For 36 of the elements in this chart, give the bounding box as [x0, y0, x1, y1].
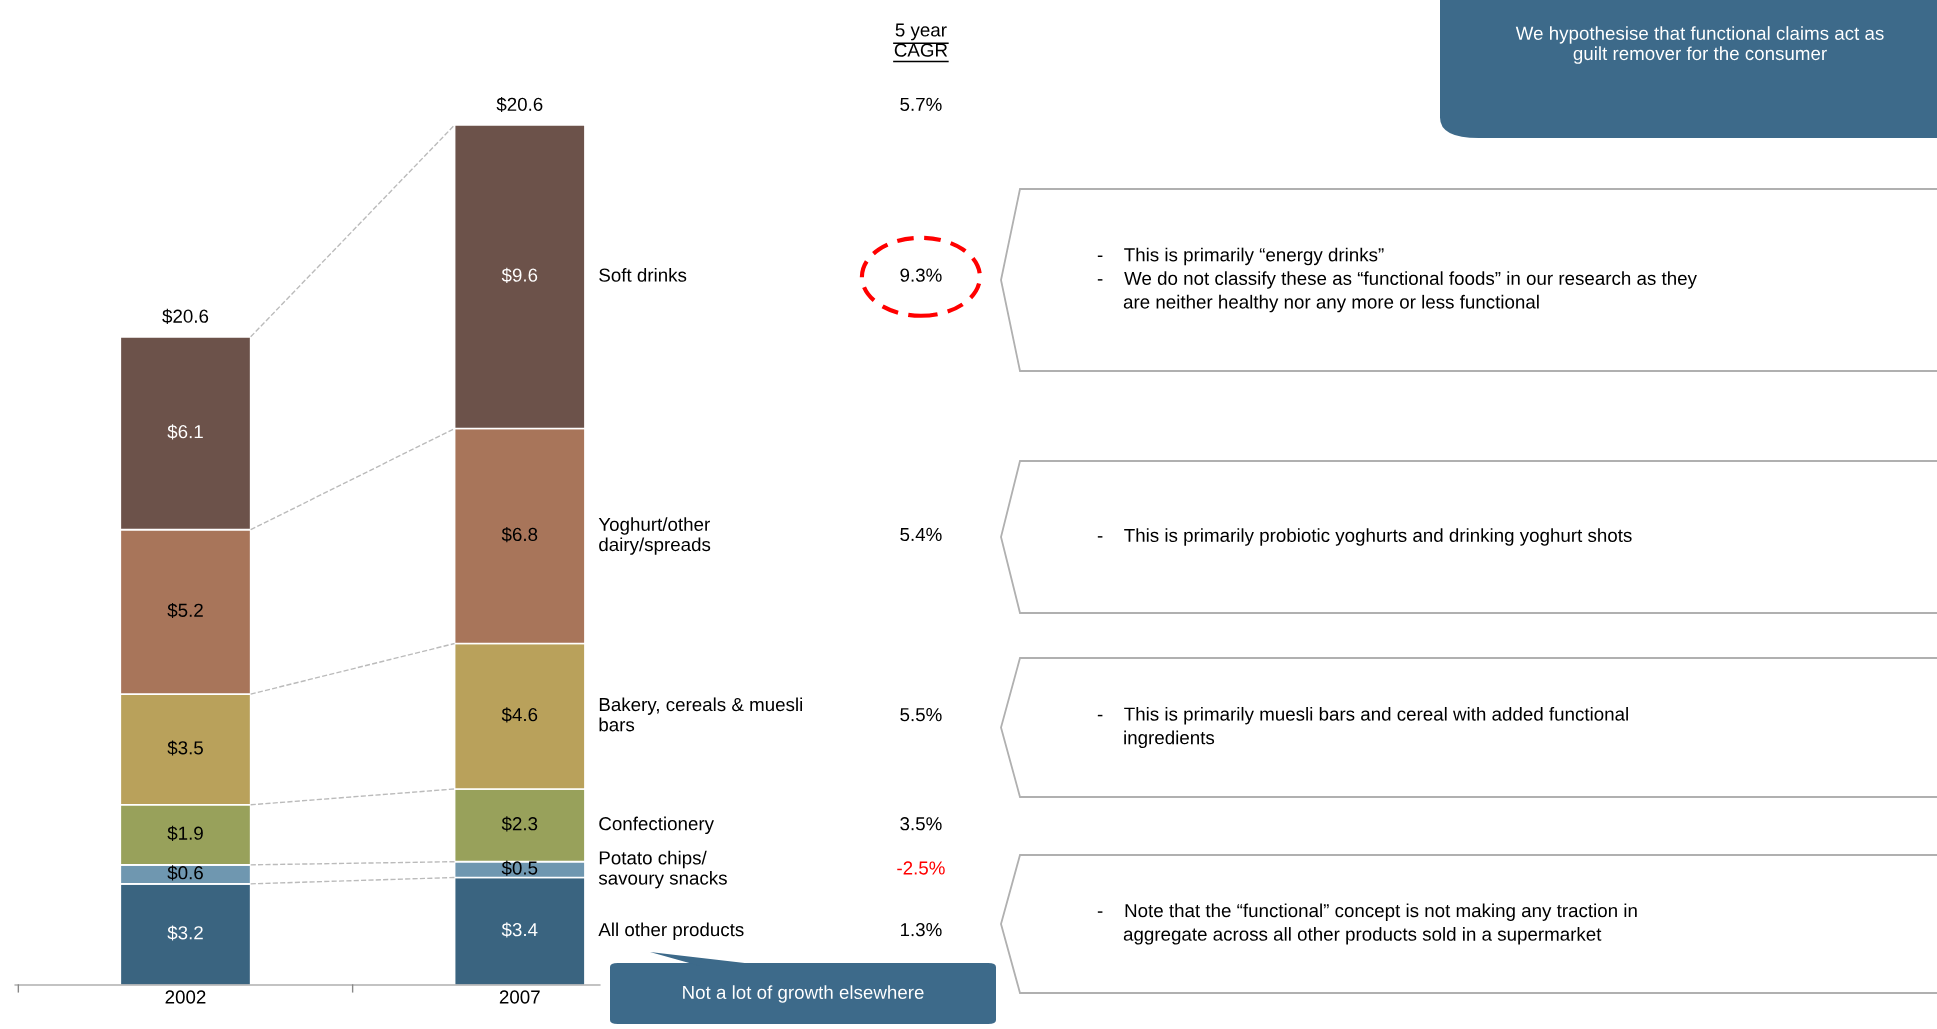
- data-label: $0.5: [501, 860, 538, 876]
- data-label: $5.2: [167, 602, 203, 619]
- text: 9.3%: [900, 268, 942, 282]
- text: We hypothesise that functional claims act as guilt remover for the consumer: [1515, 26, 1884, 64]
- x-tick-label: 2007: [499, 990, 540, 1004]
- data-label: $2.3: [501, 816, 538, 832]
- text: 5 year CAGR: [894, 23, 948, 57]
- text: Not a lot of growth elsewhere: [683, 985, 924, 1003]
- data-label: $3.2: [167, 925, 203, 941]
- data-label: $1.9: [167, 825, 203, 841]
- data-label: $6.1: [167, 424, 203, 440]
- data-label: $6.8: [501, 527, 538, 543]
- text: 3.5%: [900, 817, 942, 831]
- text: -2.5%: [897, 861, 945, 875]
- data-label: $0.6: [167, 865, 203, 881]
- text: - This is primarily “energy drinks” - We do not classify these as “functional foods” in our research as they are neither healthy nor any more or less functional: [1097, 247, 1697, 313]
- series-label: Yoghurt/other dairy/spreads: [598, 517, 711, 555]
- text: - This is primarily probiotic yoghurts and drinking yoghurt shots: [1097, 528, 1632, 546]
- text: 1.3%: [900, 923, 942, 937]
- data-label: $4.6: [501, 707, 538, 723]
- text: 5.7%: [900, 97, 942, 111]
- series-label: All other products: [598, 922, 744, 940]
- series-label: Soft drinks: [599, 268, 687, 282]
- data-label: $9.6: [501, 267, 538, 283]
- text: 5.4%: [900, 527, 942, 542]
- annotation: $20.6: [162, 308, 209, 324]
- text: - Note that the “functional” concept is not making any traction in aggregate across all other products sold in a supermarket: [1097, 903, 1637, 945]
- text: 5.5%: [900, 708, 942, 722]
- series-label: Potato chips/ savoury snacks: [598, 850, 727, 889]
- data-label: $3.5: [167, 740, 203, 756]
- data-label: $3.4: [501, 922, 538, 938]
- series-label: Confectionery: [599, 816, 714, 835]
- text: - This is primarily muesli bars and cereal with added functional ingredients: [1097, 706, 1628, 749]
- x-tick-label: 2002: [165, 990, 206, 1004]
- series-label: Bakery, cereals & muesli bars: [599, 697, 803, 732]
- text: $20.6: [496, 96, 543, 113]
